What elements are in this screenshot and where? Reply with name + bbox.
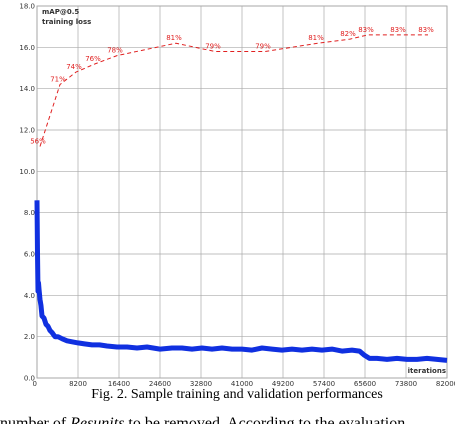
y-tick-label: 8.0 — [24, 209, 35, 217]
body-text: number of Resunits to be removed. Accord… — [0, 415, 405, 424]
x-tick-label: 8200 — [69, 380, 87, 388]
x-tick-label: 65600 — [354, 380, 376, 388]
y-tick-label: 0.0 — [24, 375, 35, 383]
value-label: 56% — [30, 138, 46, 146]
legend-entry: mAP@0.5 — [42, 8, 79, 16]
x-tick-label: 32800 — [190, 380, 212, 388]
body-text-part: number of — [0, 415, 70, 424]
x-tick-label: 82000 — [436, 380, 458, 388]
series-line — [34, 200, 448, 363]
value-label: 83% — [358, 26, 374, 34]
value-label: 71% — [50, 76, 66, 84]
value-label: 79% — [255, 42, 271, 50]
x-tick-label: 24600 — [149, 380, 171, 388]
x-tick-label: 0 — [33, 380, 37, 388]
caption: Fig. 2. Sample training and validation p… — [91, 387, 383, 402]
x-tick-label: 73800 — [395, 380, 417, 388]
value-label: 81% — [308, 34, 324, 42]
y-tick-label: 18.0 — [19, 3, 35, 11]
y-tick-label: 12.0 — [19, 127, 35, 135]
y-tick-label: 2.0 — [24, 333, 35, 341]
value-label: 74% — [66, 63, 82, 71]
x-tick-label: 16400 — [108, 380, 130, 388]
x-tick-label: 49200 — [272, 380, 294, 388]
series-line — [39, 34, 428, 147]
y-tick-label: 10.0 — [19, 168, 35, 176]
value-label: 83% — [418, 26, 434, 34]
plot: 0.0 2.0 4.0 6.0 8.0 10.0 12.0 14.0 16.0 18.0 0 8200… — [19, 3, 458, 389]
body-text-part: to be removed. According to the evaluati… — [124, 415, 405, 424]
x-axis-label: iterations — [408, 367, 446, 375]
value-label: 79% — [205, 42, 221, 50]
value-label: 76% — [85, 55, 101, 63]
y-tick-label: 6.0 — [24, 251, 35, 259]
legend-entry: training loss — [42, 18, 91, 26]
x-tick-label: 41000 — [231, 380, 253, 388]
value-label: 82% — [340, 30, 356, 38]
y-tick-label: 4.0 — [24, 292, 35, 300]
body-text-part: Resunits — [69, 415, 124, 424]
value-label: 81% — [166, 34, 182, 42]
value-label: 83% — [390, 26, 406, 34]
y-tick-label: 14.0 — [19, 85, 35, 93]
value-label: 78% — [107, 47, 123, 55]
x-tick-label: 57400 — [313, 380, 335, 388]
y-tick-label: 16.0 — [19, 44, 35, 52]
